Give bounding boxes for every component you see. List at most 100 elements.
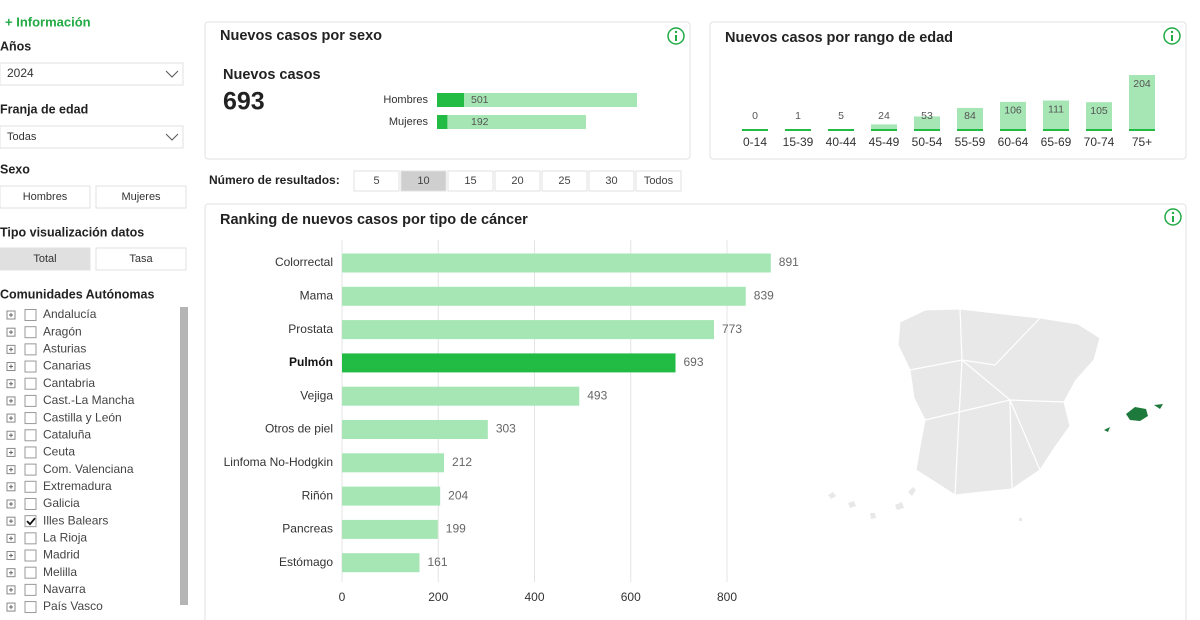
column-base (957, 129, 983, 131)
results-button[interactable] (400, 170, 447, 192)
bar (437, 93, 464, 107)
scrollbar[interactable] (180, 307, 188, 605)
checkbox[interactable] (24, 532, 37, 545)
checkbox[interactable] (24, 429, 37, 442)
column-value: 84 (964, 110, 976, 122)
expand-plus (9, 605, 13, 610)
select-box[interactable] (0, 62, 184, 86)
column (1000, 101, 1026, 131)
community-name: Castilla y León (43, 410, 122, 424)
column (1129, 75, 1155, 131)
bar-value: 204 (448, 488, 468, 502)
checkbox[interactable] (24, 601, 37, 614)
checkbox[interactable] (24, 566, 37, 579)
column-value: 106 (1004, 105, 1022, 117)
results-button[interactable] (635, 170, 682, 192)
community-name: Andalucía (43, 307, 97, 321)
select-value: Todas (7, 131, 37, 143)
filter-button[interactable] (0, 247, 91, 271)
category-label: Otros de piel (265, 422, 333, 436)
dropdown-arrow (165, 133, 179, 141)
checkbox[interactable] (24, 309, 37, 321)
column (1086, 102, 1112, 131)
column (871, 124, 897, 131)
checkbox[interactable] (24, 446, 37, 459)
category-label: Prostata (288, 322, 333, 336)
checkbox[interactable] (24, 394, 37, 407)
community-name: País Vasco (43, 599, 103, 613)
filter-button[interactable] (95, 185, 187, 209)
column-base (1129, 129, 1155, 131)
x-tick-label: 600 (621, 590, 641, 604)
filter-button[interactable] (0, 185, 91, 209)
column (914, 116, 940, 131)
expand-plus (9, 364, 13, 369)
column (1043, 100, 1069, 131)
checkbox[interactable] (24, 412, 37, 425)
balearic-islands (1104, 404, 1163, 432)
checkbox[interactable] (24, 326, 37, 339)
category-label: Pulmón (289, 355, 333, 369)
column-label: 60-64 (998, 135, 1029, 149)
info-link[interactable]: + Información (5, 14, 91, 29)
column (957, 107, 983, 131)
results-button[interactable] (541, 170, 588, 192)
column-base (785, 129, 811, 131)
checkbox[interactable] (24, 515, 37, 528)
checkbox[interactable] (24, 360, 37, 373)
community-name: Asturias (43, 342, 86, 356)
results-button[interactable] (588, 170, 635, 192)
bar-value: 839 (754, 288, 774, 302)
info-icon[interactable] (1164, 208, 1182, 226)
checkbox[interactable] (24, 343, 37, 356)
column-base (914, 129, 940, 131)
results-button[interactable] (494, 170, 541, 192)
column-value: 105 (1090, 105, 1108, 117)
filter-label: Años (0, 39, 31, 53)
map (828, 308, 1163, 521)
results-option: 25 (558, 175, 570, 187)
expand-plus (9, 347, 13, 352)
column-value: 53 (921, 110, 933, 122)
dropdown-arrow (165, 70, 179, 78)
bar-label: Mujeres (389, 116, 429, 128)
column-value: 111 (1048, 103, 1064, 115)
info-icon[interactable] (667, 27, 685, 45)
expand-plus (9, 450, 13, 455)
button-label: Mujeres (121, 191, 161, 203)
button-label: Total (33, 253, 56, 265)
community-name: Melilla (43, 565, 77, 579)
community-name: Canarias (43, 359, 91, 373)
bar-value: 161 (427, 555, 447, 569)
bar (342, 286, 746, 306)
filter-button[interactable] (95, 247, 187, 271)
expand-plus (9, 433, 13, 438)
results-option: 20 (511, 175, 523, 187)
bar (342, 253, 771, 273)
filter-label: Sexo (0, 162, 30, 176)
checkbox[interactable] (24, 497, 37, 510)
x-tick-label: 800 (717, 590, 737, 604)
column-label: 40-44 (826, 135, 857, 149)
select-box[interactable] (0, 125, 184, 149)
results-option: Todos (644, 175, 674, 187)
checkbox[interactable] (24, 583, 37, 596)
info-icon-dot (674, 30, 678, 34)
checkbox[interactable] (24, 480, 37, 493)
button-label: Tasa (129, 253, 153, 265)
results-button[interactable] (447, 170, 494, 192)
total-value: 693 (223, 88, 265, 116)
expand-plus (9, 398, 13, 403)
info-icon-dot (1170, 30, 1174, 34)
info-icon[interactable] (1163, 27, 1181, 45)
checkbox[interactable] (24, 463, 37, 476)
bar (342, 386, 580, 406)
checkbox[interactable] (24, 549, 37, 562)
column-label: 45-49 (869, 135, 900, 149)
checkbox[interactable] (24, 377, 37, 390)
column-base (742, 129, 768, 131)
results-button[interactable] (353, 170, 400, 192)
community-name: Aragón (43, 324, 82, 338)
select-value: 2024 (7, 66, 34, 80)
